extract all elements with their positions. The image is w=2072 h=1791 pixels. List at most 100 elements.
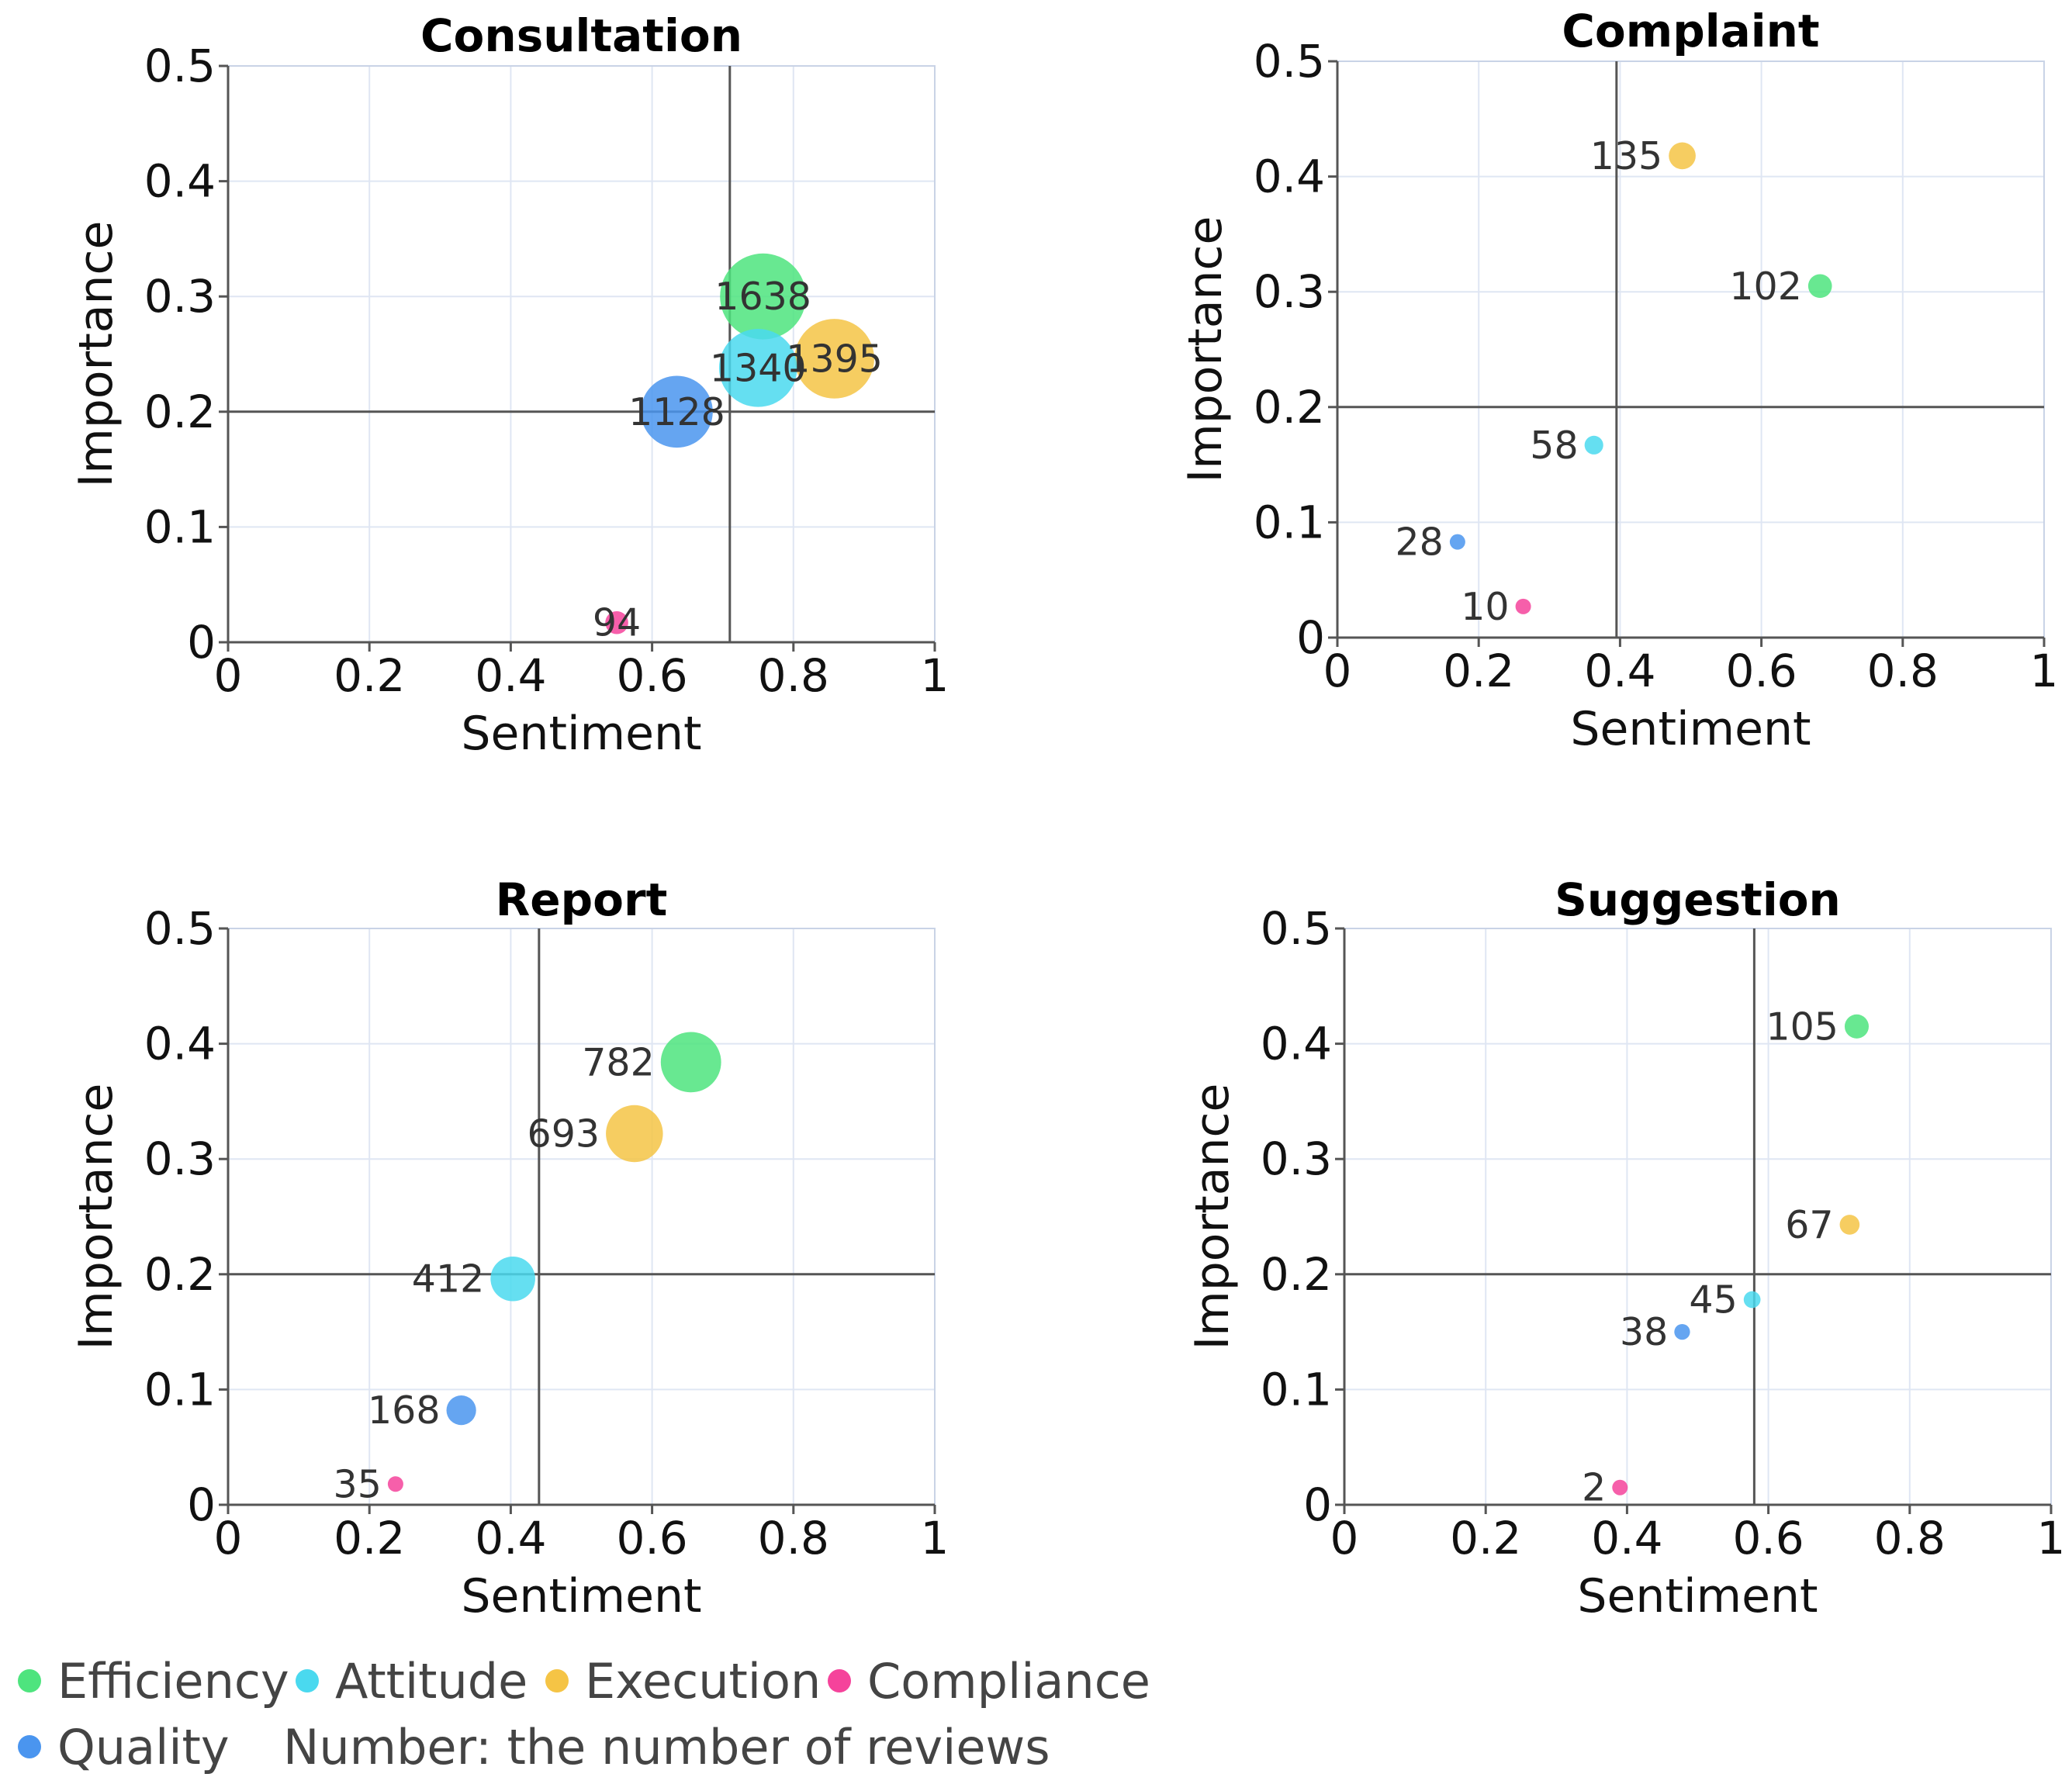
- point-quality: [1449, 534, 1465, 550]
- x-tick-label: 0.2: [1450, 1512, 1521, 1565]
- x-tick-label: 0.8: [1874, 1512, 1946, 1565]
- point-execution: [794, 319, 874, 399]
- point-label-efficiency: 102: [1729, 265, 1802, 309]
- point-efficiency: [720, 253, 807, 340]
- x-tick-label: 0.6: [616, 649, 687, 702]
- point-compliance: [605, 610, 628, 634]
- y-tick-label: 0.3: [1254, 265, 1325, 318]
- y-tick-label: 0.5: [1261, 902, 1332, 955]
- point-label-compliance: 10: [1461, 585, 1509, 629]
- point-label-execution: 135: [1590, 134, 1663, 178]
- point-label-efficiency: 782: [582, 1040, 655, 1084]
- point-label-compliance: 2: [1582, 1466, 1606, 1510]
- y-tick-label: 0.1: [1254, 496, 1325, 548]
- point-quality: [641, 375, 713, 448]
- panel-consultation: 0 0.2 0.4 0.6 0.8 1 0 0.1 0.2 0.3 0.4 0.5 Consultati…: [69, 9, 949, 761]
- point-quality: [1674, 1323, 1690, 1340]
- x-tick-label: 0.6: [1725, 645, 1797, 697]
- point-quality: [446, 1395, 476, 1426]
- point-efficiency: [1807, 274, 1832, 299]
- point-label-quality: 1128: [628, 390, 725, 434]
- point-label-attitude: 45: [1689, 1278, 1737, 1322]
- point-label-attitude: 412: [412, 1257, 485, 1302]
- y-tick-label: 0.5: [144, 40, 216, 92]
- panel-complaint: 0 0.2 0.4 0.6 0.8 100.10.20.30.40.5ComplaintS…: [1178, 5, 2058, 756]
- x-tick-label: 0.4: [475, 1512, 546, 1565]
- x-tick-label: 0.4: [1591, 1512, 1662, 1565]
- y-tick-label: 0.1: [144, 1363, 216, 1416]
- point-label-attitude: 58: [1530, 424, 1578, 468]
- y-tick-label: 0.4: [1261, 1018, 1332, 1070]
- panel-suggestion: 0 0.2 0.4 0.6 0.8 1 0 0.1 0.2 0.3 0.4 0.5 Suggestion…: [1185, 873, 2065, 1623]
- y-axis-label: Importance: [69, 221, 123, 488]
- y-tick-label: 0: [187, 616, 216, 669]
- point-attitude: [718, 329, 797, 407]
- point-efficiency: [660, 1032, 721, 1093]
- x-tick-label: 0.6: [1732, 1512, 1804, 1565]
- x-tick-label: 0.2: [1443, 645, 1514, 697]
- x-tick-label: 0.8: [1867, 645, 1939, 697]
- y-axis-label: Importance: [1178, 216, 1233, 483]
- point-label-quality: 28: [1396, 520, 1444, 565]
- legend-label-execution: Execution: [585, 1653, 821, 1710]
- x-tick-label: 0.8: [758, 1512, 829, 1565]
- point-execution: [1669, 142, 1696, 170]
- y-tick-label: 0: [1303, 1478, 1332, 1531]
- point-attitude: [1584, 435, 1603, 455]
- x-tick-label: 0: [214, 649, 243, 702]
- point-label-attitude: 1340: [710, 346, 807, 390]
- y-tick-label: 0.3: [144, 1132, 216, 1185]
- y-tick-label: 0.2: [144, 1248, 216, 1301]
- x-tick-label: 0: [214, 1512, 243, 1565]
- point-compliance: [1612, 1479, 1628, 1495]
- y-tick-label: 0.1: [144, 500, 216, 553]
- plot-frame: [227, 928, 936, 1506]
- x-tick-label: 0: [1323, 645, 1352, 697]
- legend-label-efficiency: Efficiency: [57, 1653, 289, 1710]
- x-tick-label: 0.4: [475, 649, 546, 702]
- chart-title: Consultation: [420, 9, 742, 62]
- x-axis-label: Sentiment: [1570, 702, 1811, 756]
- point-compliance: [1515, 598, 1531, 614]
- point-label-quality: 168: [368, 1388, 441, 1433]
- y-tick-label: 0.4: [144, 155, 216, 208]
- x-tick-label: 0.2: [334, 649, 405, 702]
- point-label-execution: 67: [1785, 1203, 1833, 1247]
- point-execution: [1839, 1215, 1860, 1235]
- y-axis-label: Importance: [69, 1084, 123, 1350]
- point-label-efficiency: 105: [1766, 1004, 1839, 1049]
- x-tick-label: 1: [2037, 1512, 2066, 1565]
- y-tick-label: 0.2: [144, 386, 216, 438]
- y-tick-label: 0.5: [144, 902, 216, 955]
- point-label-compliance: 35: [334, 1462, 382, 1506]
- legend-label-attitude: Attitude: [335, 1653, 528, 1710]
- point-compliance: [387, 1476, 403, 1492]
- chart-title: Suggestion: [1555, 873, 1841, 926]
- x-tick-label: 0.4: [1584, 645, 1655, 697]
- y-tick-label: 0.1: [1261, 1363, 1332, 1416]
- point-execution: [606, 1105, 663, 1163]
- y-tick-label: 0.4: [1254, 150, 1325, 203]
- x-tick-label: 1: [921, 1512, 950, 1565]
- x-tick-label: 0.8: [758, 649, 829, 702]
- legend-label-compliance: Compliance: [867, 1653, 1150, 1710]
- y-tick-label: 0.2: [1261, 1248, 1332, 1301]
- point-efficiency: [1844, 1014, 1870, 1039]
- legend-marker-efficiency: [18, 1669, 41, 1692]
- x-axis-label: Sentiment: [461, 707, 701, 761]
- legend-marker-attitude: [296, 1669, 319, 1692]
- x-tick-label: 0.6: [616, 1512, 687, 1565]
- x-tick-label: 1: [921, 649, 950, 702]
- panel-report: 0 0.2 0.4 0.6 0.8 1 0 0.1 0.2 0.3 0.4 0.5 Report Sent…: [69, 873, 949, 1623]
- y-tick-label: 0.5: [1254, 35, 1325, 88]
- x-tick-label: 0: [1330, 1512, 1359, 1565]
- point-attitude: [490, 1256, 535, 1302]
- point-label-compliance: 94: [593, 601, 641, 645]
- point-label-efficiency: 1638: [714, 275, 811, 319]
- y-tick-label: 0: [187, 1478, 216, 1531]
- legend-label-quality: Quality: [57, 1719, 230, 1775]
- legend-marker-quality: [18, 1735, 41, 1758]
- x-tick-label: 1: [2030, 645, 2059, 697]
- point-label-quality: 38: [1620, 1310, 1668, 1354]
